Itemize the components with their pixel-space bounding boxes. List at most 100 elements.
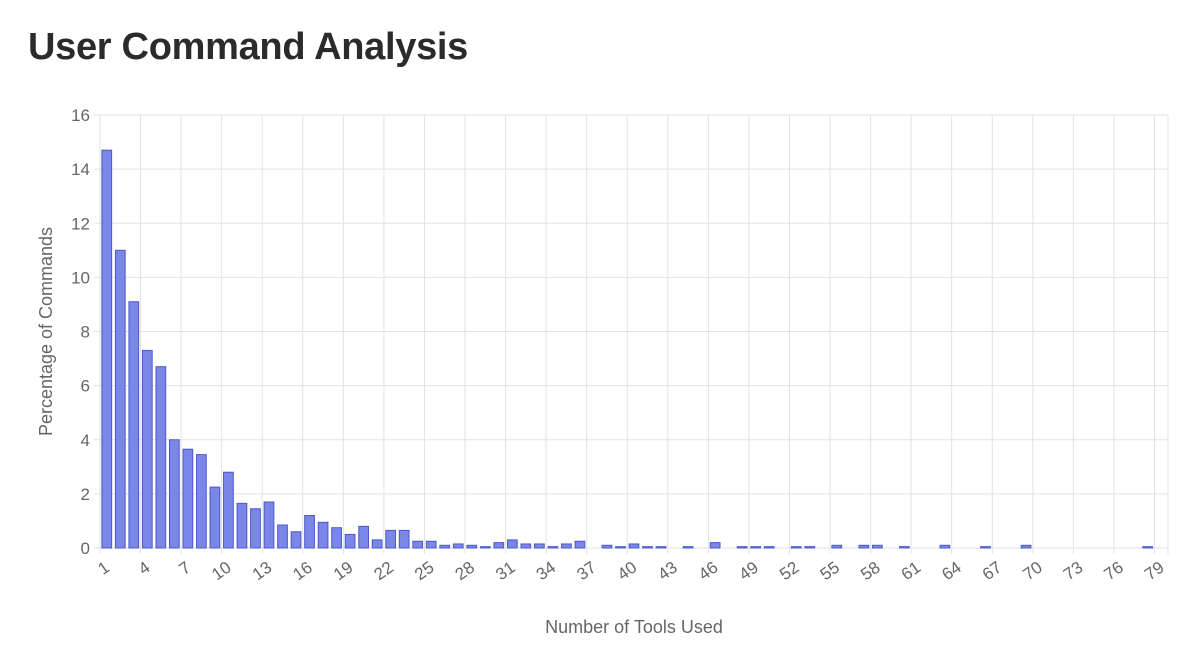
y-tick-label: 12 [71, 214, 90, 233]
bar [534, 543, 545, 549]
bar [1142, 546, 1154, 549]
bar [168, 439, 180, 549]
x-axis-ticks: 1 4 7 10 13 16 19 22 25 28 31 34 37 40 43 46 49 52 55 58 61 6… [94, 558, 1167, 584]
x-tick-label: 64 [938, 558, 964, 584]
bar-series [101, 149, 1154, 549]
x-tick-label: 73 [1060, 558, 1086, 584]
bar [520, 543, 532, 549]
bar [858, 544, 870, 549]
x-tick-label: 46 [695, 558, 721, 584]
x-tick-label: 40 [614, 558, 640, 584]
bar [750, 546, 762, 549]
bar [628, 543, 640, 549]
y-tick-label: 16 [71, 106, 90, 125]
bar [196, 454, 207, 549]
bar [358, 525, 369, 549]
x-tick-label: 37 [573, 558, 599, 584]
bar [642, 546, 653, 549]
bar [141, 349, 153, 549]
x-axis-title: Number of Tools Used [545, 617, 723, 637]
bar [1020, 544, 1032, 549]
y-tick-label: 6 [81, 377, 90, 396]
x-tick-label: 7 [176, 558, 195, 579]
bar [547, 546, 559, 549]
bar [466, 544, 478, 549]
bar [831, 544, 843, 549]
y-tick-label: 0 [81, 539, 90, 558]
bar [790, 546, 802, 549]
bar [250, 508, 261, 549]
x-tick-label: 58 [857, 558, 883, 584]
x-tick-label: 34 [533, 558, 559, 584]
bar [506, 539, 518, 549]
bar [114, 249, 126, 549]
x-tick-label: 49 [736, 558, 762, 584]
bar [317, 521, 329, 549]
bar [479, 546, 491, 549]
x-tick-label: 67 [979, 558, 1005, 584]
bar [209, 486, 221, 549]
bar [736, 546, 748, 549]
x-tick-label: 70 [1019, 558, 1045, 584]
bar [655, 546, 667, 549]
x-tick-label: 31 [492, 558, 518, 584]
y-axis-title: Percentage of Commands [36, 227, 56, 436]
bar [263, 501, 275, 549]
x-tick-label: 43 [654, 558, 680, 584]
bar [277, 524, 288, 549]
y-tick-label: 2 [81, 485, 90, 504]
x-tick-label: 19 [330, 558, 356, 584]
bar [371, 539, 383, 549]
bar [439, 544, 451, 549]
y-tick-label: 14 [71, 160, 90, 179]
bar [344, 533, 356, 549]
bar [574, 540, 586, 549]
x-tick-label: 76 [1101, 558, 1127, 584]
bar [331, 527, 342, 549]
grid-lines [94, 114, 1169, 554]
bar [682, 546, 694, 549]
x-tick-label: 10 [208, 558, 234, 584]
y-tick-label: 8 [81, 323, 90, 342]
bar [709, 542, 721, 549]
x-tick-label: 16 [289, 558, 315, 584]
bar [980, 546, 991, 549]
y-axis-ticks: 0 2 4 6 8 10 12 14 16 [71, 106, 90, 558]
bar [452, 543, 464, 549]
bar [425, 540, 437, 549]
bar [561, 543, 572, 549]
bar [804, 546, 816, 549]
bar [899, 546, 910, 549]
page-title: User Command Analysis [28, 26, 468, 68]
x-tick-label: 22 [371, 558, 397, 584]
x-tick-label: 28 [452, 558, 478, 584]
bar [182, 448, 194, 549]
x-tick-label: 52 [776, 558, 802, 584]
x-tick-label: 61 [898, 558, 924, 584]
bar [128, 301, 140, 549]
bar [615, 546, 626, 549]
x-tick-label: 1 [94, 558, 113, 579]
x-tick-label: 55 [817, 558, 843, 584]
bar [939, 544, 951, 549]
x-tick-label: 4 [135, 558, 154, 579]
x-tick-label: 13 [249, 558, 275, 584]
bar [223, 471, 234, 549]
bar [236, 502, 248, 549]
bar [763, 546, 775, 549]
bar [304, 515, 315, 549]
bar [398, 529, 410, 549]
x-tick-label: 79 [1141, 558, 1167, 584]
bar [290, 531, 302, 549]
bar [493, 542, 505, 549]
bar [412, 540, 424, 549]
x-tick-label: 25 [411, 558, 437, 584]
y-tick-label: 4 [81, 431, 90, 450]
bar [871, 544, 883, 549]
y-tick-label: 10 [71, 268, 90, 287]
bar [101, 149, 113, 549]
bar [601, 544, 613, 549]
bar [385, 529, 397, 549]
bar [155, 366, 167, 549]
